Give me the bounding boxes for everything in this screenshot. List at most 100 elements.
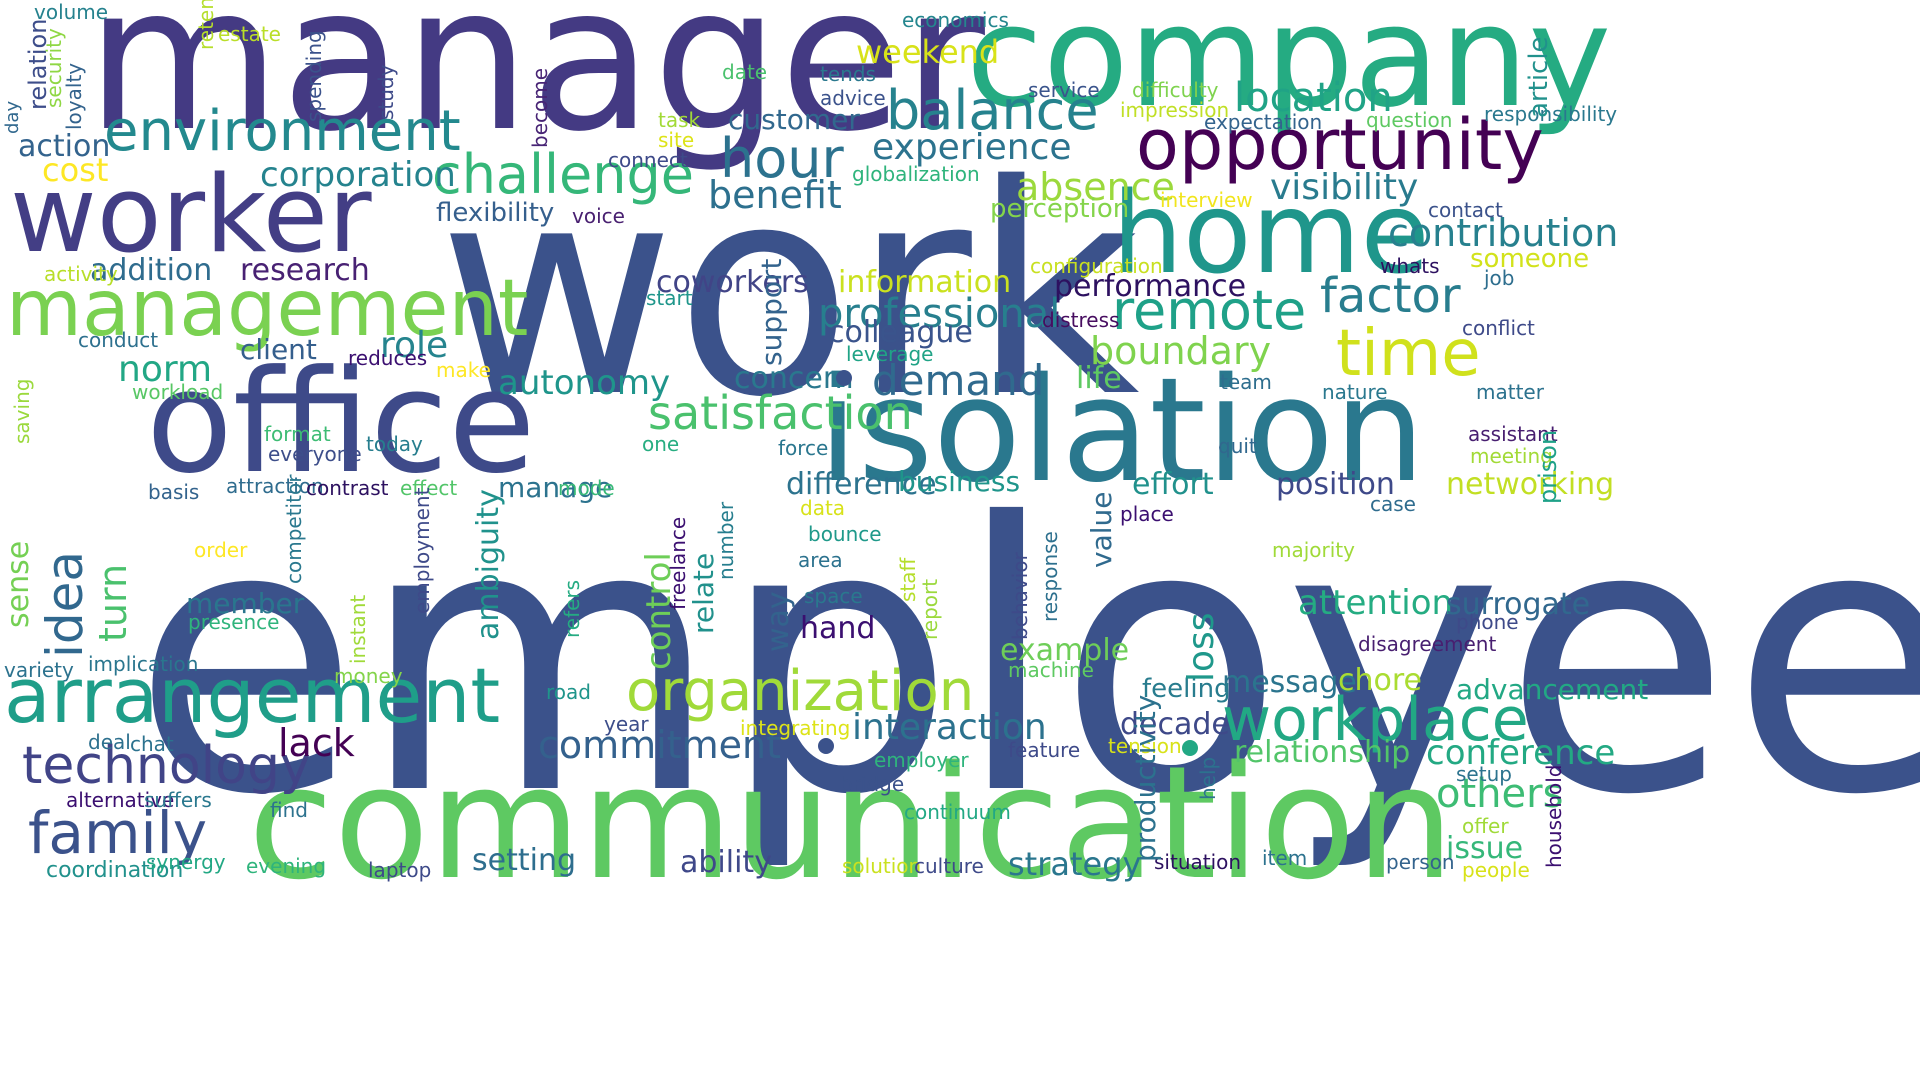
- word-site: weekend: [856, 33, 1000, 71]
- word-offer: deal: [88, 730, 131, 754]
- word-meeting: saving: [10, 378, 34, 444]
- word-space: bounce: [808, 522, 882, 546]
- word-workload: configuration: [1030, 254, 1163, 278]
- word-strategy: member: [186, 587, 305, 620]
- word-matter: start: [646, 286, 693, 310]
- word-continuum: integrating: [740, 716, 851, 740]
- word-isolation: isolation: [818, 346, 1426, 514]
- word-value: productivity: [1129, 694, 1162, 862]
- word-economics: refers: [560, 579, 584, 638]
- word-force: leverage: [846, 342, 934, 366]
- word-contrast: matter: [1476, 380, 1544, 404]
- word-saving: offer: [1462, 814, 1509, 838]
- word-responsibility: become: [528, 67, 552, 148]
- word-deal: space: [804, 584, 863, 608]
- word-case: force: [778, 436, 829, 460]
- word-commitment: lack: [278, 721, 355, 765]
- word-make: activity: [44, 262, 118, 286]
- word-phone: area: [798, 548, 843, 572]
- word-setting: surrogate: [1446, 587, 1591, 622]
- word-situation: suffers: [144, 788, 212, 812]
- word-position: issue: [1446, 831, 1524, 866]
- word-norm: role: [380, 325, 449, 366]
- word-boundary: contribution: [1388, 211, 1619, 255]
- word-laptop: help: [1196, 756, 1220, 800]
- word-chat: response: [1038, 531, 1062, 622]
- word-research: addition: [90, 253, 213, 288]
- word-number: solution: [842, 854, 922, 878]
- word-interview: service: [1028, 78, 1100, 102]
- word-contribution: experience: [872, 127, 1072, 168]
- word-staff: coordination: [46, 858, 184, 883]
- word-variety: staff: [896, 557, 920, 602]
- word-whats: question: [1366, 108, 1453, 132]
- word-activity: impression: [1120, 98, 1230, 122]
- word-effect: format: [264, 422, 331, 446]
- word-ability: advancement: [1456, 673, 1649, 706]
- word-interaction: commitment: [538, 723, 782, 767]
- word-impression: day: [2, 100, 23, 134]
- word-difficulty: loyalty: [62, 62, 86, 130]
- word-factor: technology: [22, 736, 311, 796]
- word-lack: absence: [1016, 165, 1175, 209]
- word-conduct: voice: [572, 204, 625, 228]
- word-cost: action: [18, 129, 111, 164]
- word-work: work: [438, 124, 1140, 461]
- word-implication: report: [918, 578, 942, 640]
- word-conference: position: [1276, 467, 1395, 502]
- word-support: article: [1524, 36, 1554, 118]
- word-remote: remote: [1112, 279, 1307, 342]
- dot-mark: [818, 738, 834, 754]
- word-find: year: [604, 712, 649, 736]
- word-home: home: [1112, 169, 1430, 299]
- word-demand: satisfaction: [648, 386, 913, 440]
- word-absence: cost: [42, 151, 109, 189]
- word-instant: situation: [1154, 850, 1242, 874]
- word-control: message: [1222, 665, 1357, 700]
- word-balance: balance: [886, 79, 1099, 142]
- word-security: effect: [400, 476, 458, 500]
- word-disagreement: behavior: [1008, 552, 1032, 640]
- word-experience: benefit: [708, 173, 842, 217]
- word-company: company: [966, 0, 1612, 139]
- word-one: reduces: [348, 346, 428, 370]
- word-evening: tension: [1108, 734, 1182, 758]
- word-leverage: contact: [1428, 198, 1503, 222]
- word-employment: culture: [914, 854, 984, 878]
- word-date: retention: [194, 0, 218, 50]
- word-bridge: road: [546, 680, 591, 704]
- word-attraction: nature: [1322, 380, 1388, 404]
- word-organization: organization: [626, 659, 975, 724]
- word-satisfaction: visibility: [1270, 167, 1419, 208]
- dot-mark: [836, 370, 852, 386]
- dot-mark: [1182, 740, 1198, 756]
- word-retention: chat: [130, 732, 174, 756]
- word-worker: worker: [10, 153, 372, 276]
- word-issue: attention: [1298, 583, 1454, 623]
- word-manage: colleague: [828, 315, 973, 350]
- word-decade: difference: [786, 467, 937, 502]
- word-majority: mode: [558, 476, 615, 500]
- word-difference: setting: [472, 843, 577, 878]
- word-benefit: demand: [872, 356, 1045, 405]
- word-refers: attraction: [226, 474, 324, 498]
- word-everyone: conduct: [78, 328, 159, 352]
- word-area: basis: [148, 480, 200, 504]
- word-relation: contrast: [306, 476, 389, 500]
- word-suffers: machine: [1008, 658, 1094, 682]
- word-hand: coworkers: [656, 265, 809, 300]
- word-task: economics: [902, 8, 1009, 32]
- word-job: task: [658, 108, 701, 132]
- word-relate: chore: [1338, 663, 1422, 698]
- word-arrangement: arrangement: [4, 651, 501, 740]
- word-study: order: [194, 538, 248, 562]
- word-autonomy: interaction: [852, 707, 1047, 748]
- word-become: implication: [88, 652, 199, 676]
- word-conflict: globalization: [852, 162, 980, 186]
- word-item: bridge: [840, 772, 905, 796]
- word-employee: employee: [132, 446, 1920, 876]
- word-bounce: quit: [1218, 434, 1257, 458]
- word-mode: today: [366, 432, 423, 456]
- word-volume: relationship: [1234, 735, 1411, 770]
- word-order: assistant: [1468, 422, 1558, 446]
